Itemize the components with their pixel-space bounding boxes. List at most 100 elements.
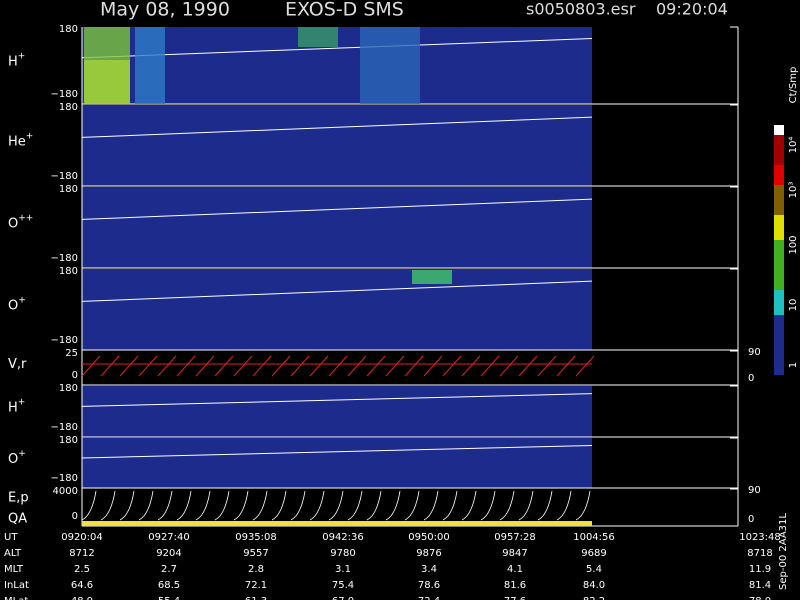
colorbar-tick-label: 10⁴	[788, 137, 799, 154]
table-cell: 9847	[502, 548, 527, 559]
panel-label-2: QA	[8, 512, 27, 527]
y2-top-label: 90	[748, 485, 761, 496]
panel-label-sup: +	[18, 51, 26, 61]
table-cell: 8712	[69, 548, 94, 559]
table-cell: 72.1	[245, 580, 267, 591]
colorbar-segment	[774, 165, 784, 185]
table-cell: 5.4	[586, 564, 602, 575]
spectrogram	[82, 351, 592, 385]
patch	[412, 270, 452, 284]
y-top-label: 180	[59, 102, 78, 113]
table-cell: 9876	[416, 548, 441, 559]
colorbar-tick-label: 1	[788, 362, 799, 368]
panel-label-sup: +	[26, 131, 34, 141]
table-cell: 0942:36	[322, 532, 364, 543]
instrument: EXOS-D SMS	[285, 0, 404, 21]
row-label: UT	[4, 532, 18, 543]
spectrogram	[82, 105, 592, 186]
table-cell: 9780	[330, 548, 355, 559]
panel-label-text: H	[8, 400, 18, 415]
panel-label: E,p	[8, 490, 29, 505]
panel-label-text: E,p	[8, 490, 29, 505]
colorbar-segment	[774, 290, 784, 315]
file-name: s0050803.esr	[526, 0, 636, 19]
panel-label: He+	[8, 131, 33, 149]
y-top-label: 180	[59, 266, 78, 277]
table-cell: 9557	[243, 548, 268, 559]
spectrogram-patch	[360, 27, 420, 104]
table-cell: 2.5	[74, 564, 90, 575]
colorbar-segment	[774, 315, 784, 375]
panel-label-text: H	[8, 54, 18, 69]
panel-label-sup: +	[18, 295, 26, 305]
y2-top-label: 90	[748, 347, 761, 358]
y2-bottom-label: 0	[748, 373, 754, 384]
table-cell: 81.6	[504, 580, 526, 591]
table-cell: 9204	[156, 548, 181, 559]
table-cell: 75.4	[332, 580, 354, 591]
table-cell: 3.1	[335, 564, 351, 575]
panel-label-text: He	[8, 134, 26, 149]
table-cell: 84.0	[583, 580, 605, 591]
y-top-label: 180	[59, 435, 78, 446]
y-bottom-label: −180	[51, 422, 78, 433]
table-cell: 77.6	[504, 596, 526, 600]
table-cell: 78.0	[749, 596, 771, 600]
y-bottom-label: 0	[72, 511, 78, 522]
table-cell: 0950:00	[408, 532, 450, 543]
y-bottom-label: −180	[51, 473, 78, 484]
velocity-trace	[81, 355, 595, 377]
y-top-label: 180	[59, 184, 78, 195]
table-cell: 82.2	[583, 596, 605, 600]
row-label: InLat	[4, 580, 29, 591]
trace-line	[81, 198, 593, 220]
row-label: MLT	[4, 564, 24, 575]
spectrogram	[82, 187, 592, 268]
table-cell: 11.9	[749, 564, 771, 575]
spectrogram	[82, 489, 592, 526]
trace-line	[81, 445, 593, 459]
y-top-label: 4000	[53, 486, 78, 497]
spectrogram	[82, 269, 592, 350]
y-bottom-label: −180	[51, 335, 78, 346]
panel-label: O+	[8, 295, 26, 313]
table-cell: 68.5	[158, 580, 180, 591]
trace-line	[81, 280, 593, 302]
table-cell: 9689	[581, 548, 606, 559]
table-cell: 0927:40	[148, 532, 190, 543]
panel-label: O++	[8, 213, 33, 231]
colorbar-tick-label: 100	[788, 235, 799, 254]
y-top-label: 25	[65, 348, 78, 359]
spectrogram-patch	[135, 27, 165, 104]
table-cell: 0957:28	[494, 532, 536, 543]
colorbar-tick-label: 10	[788, 299, 799, 312]
colorbar-segment	[774, 125, 784, 135]
y2-bottom-label: 0	[748, 514, 754, 525]
panel-label-sup: ++	[18, 213, 33, 223]
colorbar-segment	[774, 215, 784, 240]
table-cell: 8718	[747, 548, 772, 559]
y-bottom-label: 0	[72, 370, 78, 381]
panel-label-text: O	[8, 216, 18, 231]
panel-label-sup: +	[18, 449, 26, 459]
energy-trace	[81, 490, 591, 521]
table-cell: 72.4	[418, 596, 440, 600]
time: 09:20:04	[656, 0, 728, 19]
footer: Sep-00 2AA31L	[778, 513, 789, 590]
panel-label: V,r	[8, 357, 27, 372]
table-cell: 55.4	[158, 596, 180, 600]
table-cell: 78.6	[418, 580, 440, 591]
panel-label-text: O	[8, 452, 18, 467]
spectrogram-patch	[84, 60, 130, 104]
panel-label-text: V,r	[8, 357, 27, 372]
table-cell: 3.4	[421, 564, 437, 575]
table-cell: 61.3	[245, 596, 267, 600]
table-cell: 4.1	[507, 564, 523, 575]
table-cell: 1004:56	[573, 532, 615, 543]
y-top-label: 180	[59, 24, 78, 35]
table-cell: 1023:48	[739, 532, 781, 543]
trace-line	[81, 116, 593, 138]
row-label: MLat	[4, 596, 28, 600]
trace-line	[81, 38, 593, 59]
